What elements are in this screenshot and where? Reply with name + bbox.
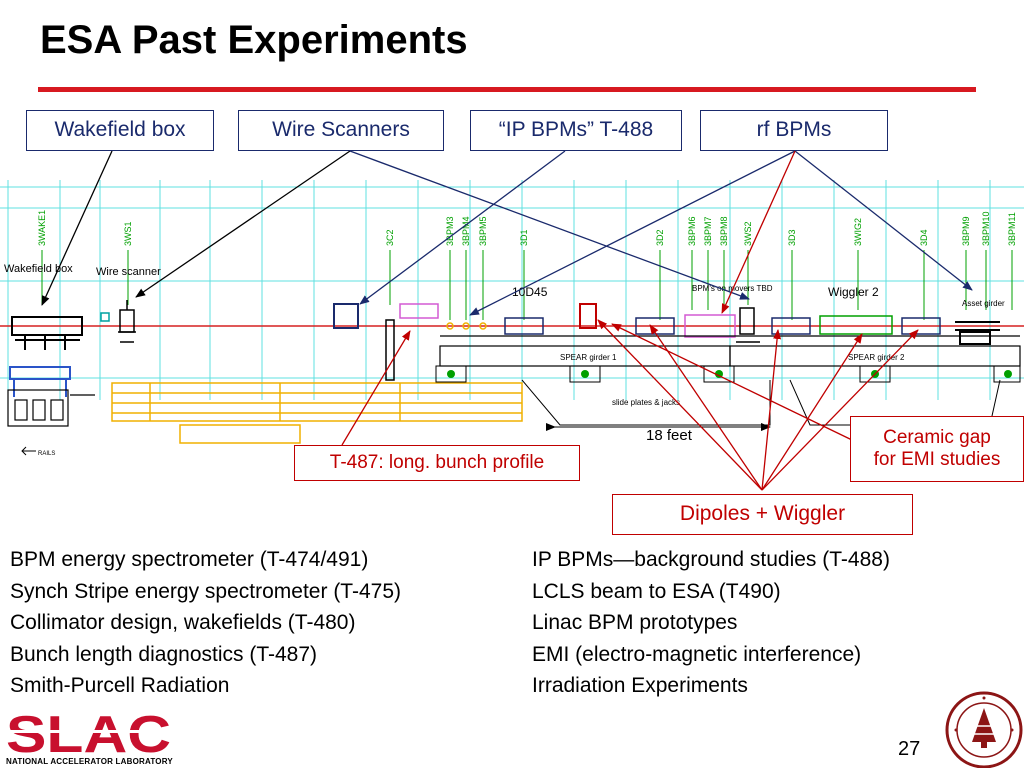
list-item: LCLS beam to ESA (T490): [532, 579, 781, 603]
list-item: BPM energy spectrometer (T-474/491): [10, 548, 369, 571]
station-label: 3BPM11: [1007, 212, 1017, 246]
list-item: Synch Stripe energy spectrometer (T-475): [10, 579, 402, 603]
station-label: 3D3: [787, 229, 797, 246]
wire-scanner-2-equipment: [736, 307, 760, 343]
slac-logo: SLAC: [6, 707, 176, 757]
ip-bpm-arrows: [359, 150, 566, 305]
diagram-label-asset-girder: Asset girder: [962, 299, 1005, 308]
beamline-diagram: 3WAKE1 3WS1 3C2 3BPM3 3BPM4 3BPM5 3D1 3D2 3BPM6 3…: [0, 150, 1024, 491]
station-label: 3BPM5: [478, 216, 488, 246]
rf-bpm-arrows: [469, 150, 973, 316]
station-label: 3BPM6: [687, 216, 697, 246]
list-item: Collimator design, wakefields (T-480): [10, 611, 356, 634]
wire-scanner-equipment: [118, 300, 136, 343]
page-number: 27: [898, 738, 921, 760]
page-title: ESA Past Experiments: [40, 18, 468, 62]
dipole-arrows: [597, 319, 919, 491]
list-item: Smith-Purcell Radiation: [10, 674, 230, 697]
station-label: 3C2: [385, 229, 395, 246]
slac-subtitle: NATIONAL ACCELERATOR LABORATORY: [6, 757, 173, 766]
left-experiment-list: BPM energy spectrometer (T-474/491) Sync…: [10, 544, 401, 702]
diagram-label-spear2: SPEAR girder 2: [848, 353, 905, 362]
asset-girder-equipment: [955, 321, 1000, 345]
station-label: 3WS1: [123, 221, 133, 246]
diagram-label-wire-scanner: Wire scanner: [96, 266, 161, 278]
wakefield-box-callout: Wakefield box: [26, 110, 214, 151]
t487-arrow: [341, 330, 411, 446]
station-label: 3D2: [655, 229, 665, 246]
t487-callout: T-487: long. bunch profile: [294, 445, 580, 481]
station-label: 3WAKE1: [37, 210, 47, 246]
wakefield-box-equipment: [11, 316, 83, 350]
ip-bpms-callout: “IP BPMs” T-488: [470, 110, 682, 151]
list-item: Bunch length diagnostics (T-487): [10, 642, 318, 666]
list-item: Linac BPM prototypes: [532, 611, 738, 634]
red-square: [579, 303, 597, 329]
list-item: Irradiation Experiments: [532, 674, 748, 697]
station-label: 3D1: [519, 229, 529, 246]
diagram-grid: [0, 180, 1024, 400]
stanford-seal-icon: [945, 691, 1023, 768]
diagram-label-wakefield: Wakefield box: [4, 263, 73, 275]
station-label: 3D4: [919, 229, 929, 246]
wire-scanner-arrows: [135, 150, 351, 298]
station-label: 3BPM3: [445, 216, 455, 246]
station-label: 3BPM4: [461, 216, 471, 246]
diagram-label-magnet: 10D45: [512, 285, 548, 299]
ceramic-gap-arrow: [611, 323, 853, 441]
station-label: 3BPM10: [981, 211, 991, 246]
diagram-label-spear1: SPEAR girder 1: [560, 353, 617, 362]
rf-bpm-red-arrow: [721, 150, 796, 314]
list-item: IP BPMs—background studies (T-488): [532, 548, 890, 571]
wire-scanners-callout: Wire Scanners: [238, 110, 444, 151]
small-target: [100, 312, 110, 322]
station-drop-lines: [41, 250, 1013, 320]
right-experiment-list: IP BPMs—background studies (T-488) LCLS …: [532, 544, 890, 702]
ceramic-gap-line2: for EMI studies: [873, 449, 1001, 470]
list-item: EMI (electro-magnetic interference): [532, 642, 862, 666]
scale-label: 18 feet: [646, 427, 693, 444]
diagram-label-rails: RAILS: [38, 451, 55, 457]
diagram-label-wiggler: Wiggler 2: [828, 285, 879, 299]
dipoles-callout: Dipoles + Wiggler: [612, 494, 913, 535]
station-label: 3BPM9: [961, 216, 971, 246]
wakefield-arrow: [41, 150, 113, 306]
station-label: 3WIG2: [853, 218, 863, 246]
ceramic-gap-line1: Ceramic gap: [883, 427, 991, 449]
rails-arrow: [21, 446, 36, 456]
ceramic-gap-callout: Ceramic gap for EMI studies: [850, 416, 1024, 482]
title-underline: [38, 87, 976, 92]
diagram-label-slide-plates: slide plates & jacks: [612, 398, 680, 407]
blue-stand: [9, 366, 71, 397]
lower-support: [7, 389, 95, 427]
blue-square: [333, 303, 359, 329]
station-label: 3BPM7: [703, 216, 713, 246]
station-label: 3WS2: [743, 221, 753, 246]
station-labels: 3WAKE1 3WS1 3C2 3BPM3 3BPM4 3BPM5 3D1 3D2 3BPM6 3…: [37, 210, 1017, 246]
rf-bpms-callout: rf BPMs: [700, 110, 888, 151]
wire-scanner-navy-arrow: [349, 150, 750, 300]
station-label: 3BPM8: [719, 216, 729, 246]
support-bed: [111, 382, 523, 444]
